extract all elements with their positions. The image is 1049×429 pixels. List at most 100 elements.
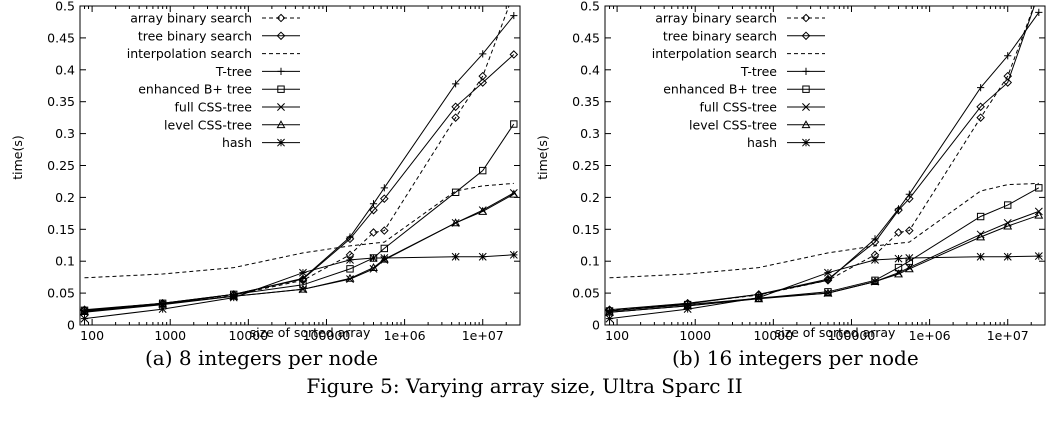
data-point-hash — [683, 305, 692, 314]
legend-item-array-binary-search: array binary search — [130, 11, 300, 26]
y-tick-label: 0 — [592, 318, 600, 333]
data-point-level-css-tree — [823, 288, 833, 297]
legend-label: tree binary search — [138, 28, 252, 43]
legend-item-interpolation-search: interpolation search — [127, 46, 300, 61]
series-level-css-tree — [80, 189, 519, 315]
data-point-level-css-tree — [80, 306, 89, 315]
chart-panel-b: 0 0.05 0.1 0.15 0.2 0.25 0.3 0.35 0.4 0.45 0.5 100 1… — [525, 0, 1049, 340]
data-point-level-css-tree — [451, 218, 461, 227]
legend-item-tree-binary-search: tree binary search — [663, 28, 825, 43]
series-line-hash — [84, 254, 514, 320]
data-point-array-binary-search — [894, 228, 903, 237]
data-point-level-css-tree — [369, 262, 378, 271]
y-axis: 0 0.05 0.1 0.15 0.2 0.25 0.3 0.35 0.4 0.45 0.5 — [572, 0, 1045, 333]
data-point-level-css-tree — [870, 276, 880, 285]
x-tick-label: 100000 — [303, 328, 351, 340]
data-point-enhanced-b-tree — [346, 265, 354, 273]
data-point-t-tree — [452, 80, 460, 88]
legend-marker — [277, 67, 285, 75]
legend-item-enhanced-b-tree: enhanced B+ tree — [138, 82, 300, 97]
legend-label: level CSS-tree — [689, 117, 777, 132]
data-point-hash — [894, 254, 903, 263]
legend-label: T-tree — [215, 64, 252, 79]
data-point-level-css-tree — [379, 254, 389, 263]
series-full-css-tree — [80, 188, 518, 317]
series-enhanced-b-tree — [80, 120, 518, 315]
data-point-hash — [346, 255, 354, 264]
data-point-t-tree — [479, 50, 487, 58]
series-line-t-tree — [609, 12, 1040, 312]
data-point-hash — [478, 252, 487, 261]
x-axis: 100 1000 10000 100000 1e+06 1e+07 — [604, 6, 1046, 340]
series-line-level-css-tree — [84, 193, 515, 313]
data-point-enhanced-b-tree — [299, 281, 307, 289]
legend-marker — [801, 13, 811, 23]
series-line-full-css-tree — [84, 192, 515, 313]
data-point-array-binary-search — [369, 228, 378, 237]
data-point-enhanced-b-tree — [479, 166, 487, 175]
y-tick-label: 0.25 — [47, 158, 75, 173]
legend-label: T-tree — [740, 64, 777, 79]
data-point-hash — [509, 250, 518, 259]
data-point-enhanced-b-tree — [1035, 184, 1043, 192]
data-point-tree-binary-search — [380, 194, 389, 203]
series-enhanced-b-tree — [605, 184, 1043, 315]
legend-label: tree binary search — [663, 28, 777, 43]
x-tick-label: 1000 — [679, 328, 711, 340]
x-tick-label: 10000 — [753, 328, 793, 340]
y-tick-label: 0.4 — [580, 62, 600, 77]
data-point-tree-binary-search — [976, 102, 985, 112]
y-tick-label: 0.4 — [55, 62, 75, 77]
series-full-css-tree — [605, 207, 1043, 317]
data-point-t-tree — [824, 276, 832, 284]
data-point-t-tree — [1035, 8, 1043, 16]
y-tick-label: 0 — [67, 318, 75, 333]
x-tick-label: 100 — [605, 328, 629, 340]
y-tick-label: 0.5 — [580, 0, 600, 14]
y-axis-label: time(s) — [10, 135, 25, 180]
data-point-level-css-tree — [1003, 221, 1013, 230]
series-interpolation-search — [84, 182, 514, 279]
subfigure-caption-b: (b) 16 integers per node — [672, 346, 919, 370]
legend-label: hash — [747, 135, 777, 150]
data-point-enhanced-b-tree — [976, 212, 985, 221]
data-point-level-css-tree — [976, 232, 986, 241]
x-tick-label: 100 — [80, 328, 104, 340]
legend-marker — [277, 85, 285, 93]
data-point-hash — [605, 314, 614, 323]
subfigure-caption-a: (a) 8 integers per node — [145, 346, 379, 370]
legend-item-array-binary-search: array binary search — [655, 11, 825, 26]
legend-label: full CSS-tree — [700, 100, 778, 115]
data-point-level-css-tree — [509, 189, 519, 198]
data-point-tree-binary-search — [1003, 78, 1013, 87]
legend-marker — [277, 103, 285, 111]
data-point-enhanced-b-tree — [510, 120, 518, 128]
legend-marker — [802, 85, 810, 93]
x-axis-label: size of sorted array — [250, 325, 371, 340]
y-tick-label: 0.15 — [47, 222, 75, 237]
data-point-hash — [754, 293, 763, 302]
legend-label: level CSS-tree — [164, 117, 252, 132]
chart-panel-a: 0 0.05 0.1 0.15 0.2 0.25 0.3 0.35 0.4 0.45 0.5 100 1… — [0, 0, 524, 340]
data-point-tree-binary-search — [478, 78, 488, 87]
y-tick-label: 0.35 — [47, 94, 75, 109]
legend-marker — [802, 103, 810, 111]
x-tick-label: 100000 — [828, 328, 876, 340]
legend-marker — [801, 120, 811, 129]
data-point-level-css-tree — [894, 269, 903, 278]
legend-marker — [802, 138, 810, 147]
data-point-level-css-tree — [904, 264, 914, 273]
x-tick-label: 10000 — [228, 328, 268, 340]
data-point-array-binary-search — [976, 113, 985, 122]
y-tick-label: 0.3 — [55, 126, 75, 141]
series-hash — [605, 252, 1043, 323]
x-tick-label: 1e+06 — [909, 328, 951, 340]
legend-item-tree-binary-search: tree binary search — [138, 28, 300, 43]
data-point-hash — [1034, 252, 1043, 261]
data-point-level-css-tree — [754, 294, 764, 303]
legend-marker — [277, 138, 285, 147]
y-tick-label: 0.05 — [572, 286, 600, 301]
legend-label: full CSS-tree — [175, 100, 253, 115]
